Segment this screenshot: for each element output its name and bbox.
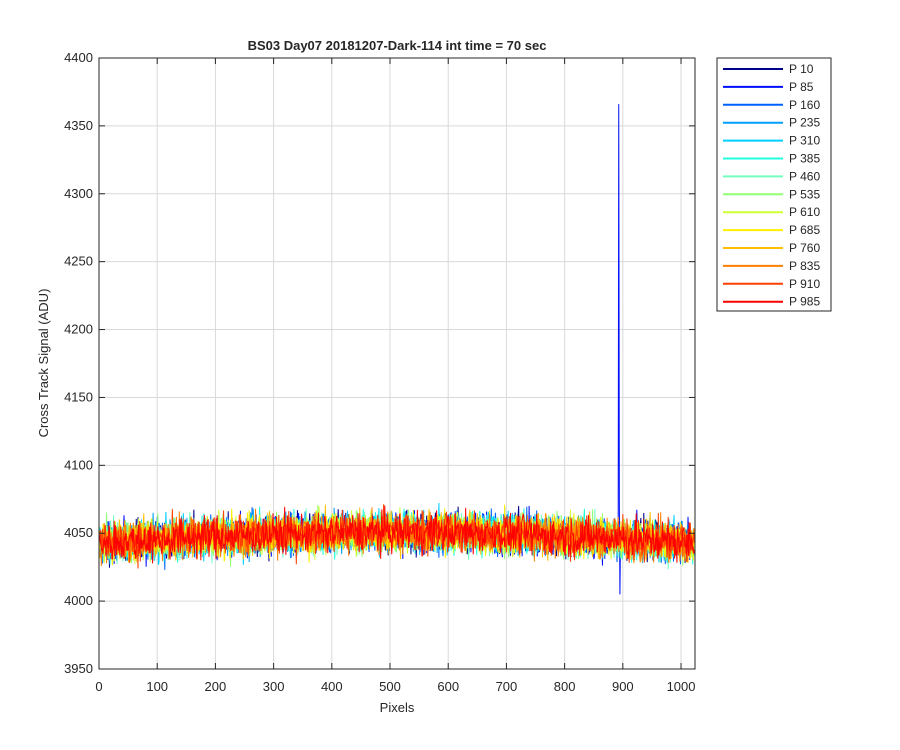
legend-box xyxy=(716,57,832,312)
y-tick-label: 4350 xyxy=(64,118,93,133)
y-tick-label: 4050 xyxy=(64,525,93,540)
legend-entry-label: P 610 xyxy=(789,205,820,219)
x-tick-label: 600 xyxy=(437,679,459,694)
y-tick-label: 4400 xyxy=(64,50,93,65)
x-tick-label: 300 xyxy=(263,679,285,694)
x-tick-label: 100 xyxy=(146,679,168,694)
y-tick-label: 4200 xyxy=(64,322,93,337)
legend-entry-label: P 910 xyxy=(789,277,820,291)
legend-entry-label: P 235 xyxy=(789,116,820,130)
x-tick-label: 800 xyxy=(554,679,576,694)
legend-entry-label: P 835 xyxy=(789,259,820,273)
legend-entry-label: P 160 xyxy=(789,98,820,112)
plot-frame xyxy=(98,57,696,670)
series-layer xyxy=(98,104,695,595)
x-tick-label: 0 xyxy=(95,679,102,694)
legend-entry-label: P 760 xyxy=(789,241,820,255)
x-tick-label: 200 xyxy=(205,679,227,694)
y-tick-label: 3950 xyxy=(64,661,93,676)
plot-area xyxy=(99,58,695,669)
legend-entry-label: P 10 xyxy=(789,62,814,76)
x-tick-label: 400 xyxy=(321,679,343,694)
legend-entry-label: P 460 xyxy=(789,169,820,183)
legend-entry-label: P 685 xyxy=(789,223,820,237)
legend-entry-label: P 535 xyxy=(789,187,820,201)
legend-entry-label: P 985 xyxy=(789,295,820,309)
x-tick-label: 700 xyxy=(496,679,518,694)
grid-lines xyxy=(99,58,695,669)
x-tick-label: 500 xyxy=(379,679,401,694)
axis-ticks: 0 100 200 300 400 500 600 700 800 900 1000 3950 4000… xyxy=(64,50,695,694)
legend-entry-label: P 310 xyxy=(789,134,820,148)
x-tick-label: 900 xyxy=(612,679,634,694)
x-tick-label: 1000 xyxy=(667,679,696,694)
legend-entry-label: P 85 xyxy=(789,80,814,94)
chart-title: BS03 Day07 20181207-Dark-114 int time = … xyxy=(248,38,547,53)
y-tick-label: 4250 xyxy=(64,254,93,269)
legend-entry-label: P 385 xyxy=(789,152,820,166)
x-axis-label: Pixels xyxy=(380,700,415,715)
y-tick-label: 4100 xyxy=(64,457,93,472)
y-tick-label: 4150 xyxy=(64,389,93,404)
series-line xyxy=(98,505,695,564)
legend: P 10 P 85 P 160 P 235 P 310 P 385 P 460 P 535 P … xyxy=(716,57,832,312)
y-tick-label: 4000 xyxy=(64,593,93,608)
y-axis-label: Cross Track Signal (ADU) xyxy=(36,289,51,438)
y-tick-label: 4300 xyxy=(64,186,93,201)
